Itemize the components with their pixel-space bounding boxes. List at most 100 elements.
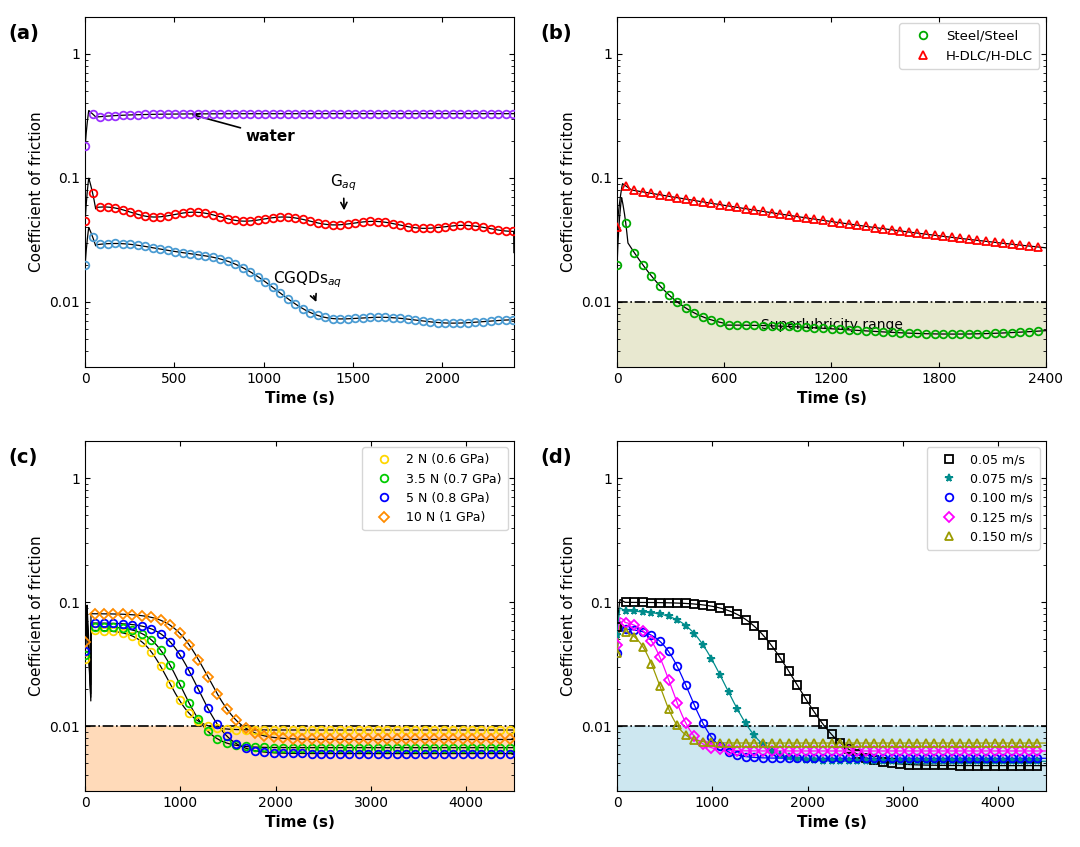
Steel/Steel: [980, 329, 993, 339]
5 N (0.8 GPa): [334, 749, 347, 759]
0.075 m/s: [627, 606, 640, 617]
Y-axis label: Coefficient of friction: Coefficient of friction: [29, 535, 44, 696]
H-DLC/H-DLC: [765, 208, 778, 218]
0.075 m/s: [1014, 756, 1027, 767]
0.125 m/s: [868, 746, 881, 756]
0.125 m/s: [782, 746, 795, 756]
0.05 m/s: [928, 761, 941, 771]
0.05 m/s: [962, 761, 975, 771]
Steel/Steel: [756, 320, 769, 330]
0.075 m/s: [954, 756, 967, 767]
H-DLC/H-DLC: [791, 212, 804, 222]
10 N (1 GPa): [494, 734, 507, 745]
Y-axis label: Coefficient of friction: Coefficient of friction: [561, 535, 576, 696]
3.5 N (0.7 GPa): [239, 741, 252, 751]
5 N (0.8 GPa): [183, 666, 195, 676]
0.125 m/s: [936, 746, 949, 756]
0.125 m/s: [653, 652, 666, 662]
0.100 m/s: [791, 753, 804, 763]
H-DLC/H-DLC: [756, 207, 769, 217]
Steel/Steel: [765, 321, 778, 331]
5 N (0.8 GPa): [447, 749, 460, 759]
H-DLC/H-DLC: [860, 221, 873, 231]
2 N (0.6 GPa): [258, 725, 271, 735]
0.05 m/s: [910, 760, 923, 770]
0.100 m/s: [671, 662, 684, 672]
2 N (0.6 GPa): [475, 725, 488, 735]
H-DLC/H-DLC: [731, 202, 744, 213]
0.100 m/s: [653, 636, 666, 646]
0.125 m/s: [619, 617, 632, 628]
H-DLC/H-DLC: [679, 194, 692, 204]
0.05 m/s: [877, 757, 890, 767]
H-DLC/H-DLC: [705, 198, 718, 208]
Text: G$_{aq}$: G$_{aq}$: [329, 172, 356, 208]
0.075 m/s: [671, 615, 684, 625]
0.05 m/s: [714, 603, 727, 613]
2 N (0.6 GPa): [372, 725, 384, 735]
5 N (0.8 GPa): [268, 748, 281, 758]
0.100 m/s: [610, 648, 623, 658]
10 N (1 GPa): [258, 731, 271, 741]
0.150 m/s: [868, 738, 881, 748]
0.075 m/s: [860, 756, 873, 767]
0.05 m/s: [619, 597, 632, 607]
2 N (0.6 GPa): [296, 725, 309, 735]
0.100 m/s: [731, 750, 744, 760]
0.075 m/s: [834, 756, 847, 767]
0.125 m/s: [945, 746, 958, 756]
2 N (0.6 GPa): [362, 725, 375, 735]
0.075 m/s: [886, 756, 899, 767]
10 N (1 GPa): [352, 734, 365, 745]
0.125 m/s: [765, 746, 778, 756]
0.100 m/s: [773, 753, 786, 763]
Text: (c): (c): [8, 448, 38, 467]
10 N (1 GPa): [465, 734, 478, 745]
0.05 m/s: [945, 761, 958, 771]
3.5 N (0.7 GPa): [390, 743, 403, 753]
10 N (1 GPa): [117, 609, 130, 619]
0.150 m/s: [808, 738, 821, 748]
H-DLC/H-DLC: [1005, 239, 1018, 249]
10 N (1 GPa): [154, 615, 167, 625]
2 N (0.6 GPa): [230, 724, 243, 734]
5 N (0.8 GPa): [107, 618, 120, 628]
3.5 N (0.7 GPa): [296, 743, 309, 753]
Steel/Steel: [903, 328, 916, 338]
3.5 N (0.7 GPa): [258, 742, 271, 752]
0.05 m/s: [731, 609, 744, 619]
Steel/Steel: [671, 296, 684, 307]
0.125 m/s: [816, 746, 829, 756]
Line: 0.05 m/s: 0.05 m/s: [613, 599, 1041, 769]
H-DLC/H-DLC: [834, 218, 847, 228]
0.05 m/s: [610, 622, 623, 632]
0.125 m/s: [980, 746, 993, 756]
5 N (0.8 GPa): [126, 619, 139, 629]
Y-axis label: Coefficient of friction: Coefficient of friction: [29, 112, 44, 272]
5 N (0.8 GPa): [437, 749, 450, 759]
0.100 m/s: [945, 753, 958, 763]
5 N (0.8 GPa): [117, 618, 130, 628]
0.150 m/s: [860, 738, 873, 748]
Steel/Steel: [636, 260, 649, 270]
0.100 m/s: [645, 630, 658, 640]
H-DLC/H-DLC: [851, 220, 864, 230]
10 N (1 GPa): [314, 734, 327, 745]
H-DLC/H-DLC: [886, 224, 899, 235]
0.125 m/s: [723, 745, 735, 756]
2 N (0.6 GPa): [135, 637, 148, 647]
0.100 m/s: [679, 680, 692, 690]
Steel/Steel: [928, 329, 941, 339]
0.05 m/s: [860, 753, 873, 763]
0.075 m/s: [688, 628, 701, 639]
Line: 5 N (0.8 GPa): 5 N (0.8 GPa): [81, 619, 514, 757]
Steel/Steel: [962, 329, 975, 339]
H-DLC/H-DLC: [1031, 242, 1044, 252]
10 N (1 GPa): [475, 734, 488, 745]
Steel/Steel: [791, 322, 804, 332]
3.5 N (0.7 GPa): [494, 743, 507, 753]
0.150 m/s: [893, 738, 906, 748]
10 N (1 GPa): [296, 734, 309, 745]
0.125 m/s: [662, 674, 675, 684]
H-DLC/H-DLC: [610, 222, 623, 232]
